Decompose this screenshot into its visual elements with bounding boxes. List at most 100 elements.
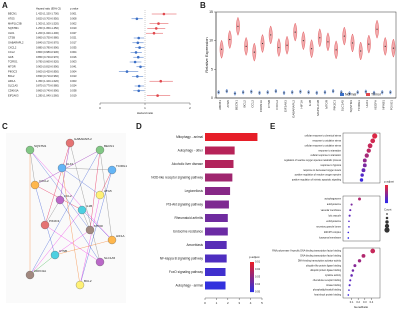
term-label: phosphatidylinositol binding bbox=[313, 289, 342, 292]
bar bbox=[205, 173, 233, 182]
dot bbox=[349, 209, 352, 212]
hr-text: 1.300 (1.100-1.520) bbox=[36, 21, 59, 25]
edge bbox=[99, 149, 113, 241]
legend-title: Count bbox=[384, 208, 392, 212]
dot bbox=[364, 153, 369, 158]
colorbar-cell bbox=[250, 277, 254, 279]
dot bbox=[361, 168, 366, 173]
median bbox=[275, 90, 277, 92]
x-tick-label: 0.4 bbox=[370, 300, 374, 304]
legend-key bbox=[366, 93, 370, 96]
hr-point bbox=[156, 94, 159, 97]
panel-letter: E bbox=[270, 122, 276, 131]
hr-point bbox=[135, 17, 139, 21]
term-label: cellular response to oxidative stress bbox=[305, 144, 342, 147]
bar bbox=[205, 214, 228, 222]
hr-text: 0.850 (0.740-0.970) bbox=[36, 55, 59, 59]
node bbox=[95, 190, 105, 200]
table-header: Hazard ratio (95% CI) bbox=[36, 7, 61, 11]
x-tick-label: 0 bbox=[204, 301, 206, 305]
legend-label: Normal bbox=[345, 93, 357, 97]
hr-text: 0.880 (0.780-0.990) bbox=[36, 45, 59, 49]
edge bbox=[79, 169, 113, 286]
hr-point bbox=[159, 79, 163, 83]
p-value: 0.008 bbox=[70, 16, 77, 20]
term-label: DNA-binding transcription factor binding bbox=[300, 254, 341, 257]
gene-name: MTOR bbox=[8, 64, 16, 68]
gene-label: ATG5 bbox=[226, 100, 230, 108]
median bbox=[376, 28, 378, 30]
hr-point bbox=[136, 41, 140, 45]
term-label: response to decreased oxygen levels bbox=[303, 169, 342, 172]
node-label: GABARAPL2 bbox=[74, 137, 92, 141]
gene-label: SQSTM1 bbox=[349, 100, 353, 113]
x-tick-label: 5 bbox=[261, 301, 263, 305]
edge bbox=[89, 149, 101, 231]
hr-text: 0.860 (0.740-0.990) bbox=[36, 88, 59, 92]
colorbar-cell bbox=[385, 195, 388, 198]
x-tick-label: 2 bbox=[227, 301, 229, 305]
dot bbox=[372, 133, 378, 139]
median bbox=[291, 91, 293, 93]
gene-name: ATG5 bbox=[8, 16, 15, 20]
node-label: TCIRG1 bbox=[116, 164, 127, 168]
colorbar-label: 0.04 bbox=[255, 282, 261, 286]
node bbox=[85, 225, 95, 235]
node-label: ULK1 bbox=[66, 162, 74, 166]
edge bbox=[61, 167, 101, 196]
x-tick-label: 0 bbox=[99, 106, 101, 110]
gene-name: ULK1 bbox=[8, 31, 15, 35]
p-value: 0.004 bbox=[70, 69, 77, 73]
hr-point bbox=[162, 12, 166, 16]
facet bbox=[342, 132, 381, 184]
colorbar-cell bbox=[250, 275, 254, 278]
x-tick-label: 0.2 bbox=[356, 300, 360, 304]
bar bbox=[205, 146, 235, 155]
gene-label: BCL2 bbox=[242, 100, 246, 108]
edge bbox=[59, 199, 101, 263]
p-value: 0.024 bbox=[70, 84, 77, 88]
hr-text: 0.900 (0.810-0.990) bbox=[36, 64, 59, 68]
hr-point bbox=[133, 60, 137, 64]
median bbox=[294, 31, 296, 33]
dot bbox=[349, 279, 352, 282]
node bbox=[30, 180, 40, 190]
colorbar-cell bbox=[250, 268, 254, 270]
median bbox=[351, 42, 354, 44]
gene-label: BECN1 bbox=[234, 100, 238, 110]
node bbox=[40, 220, 50, 230]
dot bbox=[362, 163, 367, 168]
median bbox=[229, 38, 231, 41]
dot bbox=[348, 220, 350, 223]
hr-text: 1.420 (1.150-1.700) bbox=[36, 12, 59, 16]
gene-name: TCIRG1 bbox=[8, 60, 18, 64]
x-tick-label: 4 bbox=[250, 301, 252, 305]
term-label: RNA polymerase II-specific DNA-binding t… bbox=[272, 250, 342, 253]
p-value: 0.013 bbox=[70, 74, 77, 78]
hr-text: 1.350 (1.100-1.620) bbox=[36, 79, 59, 83]
colorbar-cell bbox=[250, 283, 254, 285]
median bbox=[237, 25, 239, 27]
hr-point bbox=[137, 36, 140, 40]
node-label: CDKN1A bbox=[34, 269, 46, 273]
node bbox=[95, 257, 105, 267]
category-label: FoxO signaling pathway bbox=[169, 270, 203, 274]
median bbox=[242, 91, 244, 93]
hr-text: 0.800 (0.680-0.930) bbox=[36, 50, 59, 54]
dot bbox=[357, 259, 362, 263]
hr-text: 0.860 (0.750-0.980) bbox=[36, 36, 59, 40]
node bbox=[95, 145, 105, 155]
hr-point bbox=[125, 70, 129, 73]
gene-label: ULK1 bbox=[365, 100, 369, 108]
size-key bbox=[385, 220, 389, 224]
median bbox=[335, 49, 337, 51]
gene-name: CCL2 bbox=[8, 50, 15, 54]
x-tick-label: 0.3 bbox=[363, 300, 367, 304]
axis-label: Hazard ratio bbox=[137, 111, 154, 115]
dot bbox=[370, 248, 376, 254]
gene-name: PIK3C3 bbox=[8, 69, 17, 73]
legend-title: p.adjust bbox=[384, 180, 394, 184]
y-tick-label: 15 bbox=[209, 10, 213, 14]
node bbox=[107, 235, 117, 245]
bar bbox=[205, 133, 258, 141]
